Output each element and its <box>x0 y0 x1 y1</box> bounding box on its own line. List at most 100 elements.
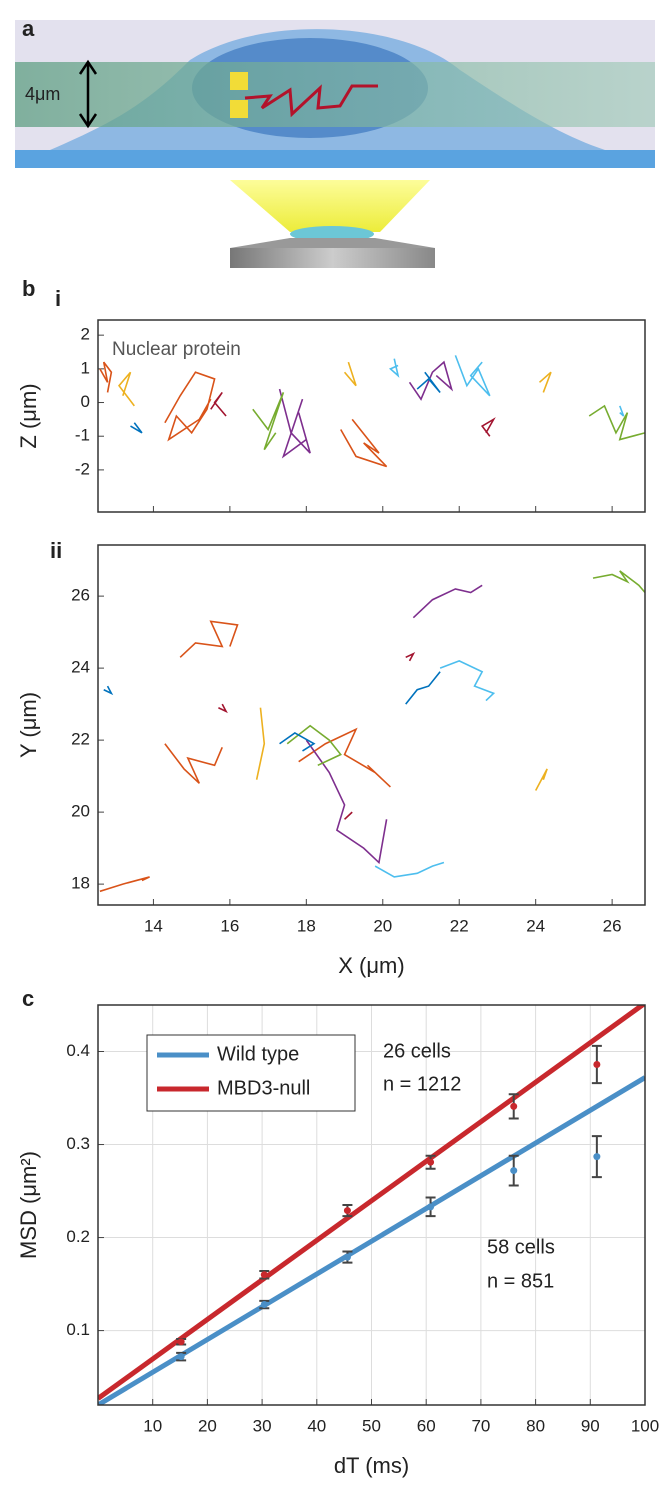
track <box>416 371 441 393</box>
plot-layer <box>99 570 645 893</box>
trajectory <box>244 84 378 118</box>
annotation: n = 1212 <box>383 1073 461 1095</box>
annotation: 26 cells <box>383 1040 451 1062</box>
track <box>298 727 391 788</box>
legend <box>146 1034 356 1112</box>
track <box>408 360 454 401</box>
track <box>480 417 496 437</box>
y-tick-label: 0 <box>81 392 90 411</box>
emitter <box>230 72 248 90</box>
y-tick-label: 0.1 <box>66 1320 90 1339</box>
y-tick-label: -1 <box>75 426 90 445</box>
data-point <box>177 1353 185 1361</box>
panel-label: c <box>22 986 34 1011</box>
track <box>340 418 388 468</box>
x-tick-label: 30 <box>253 1416 272 1435</box>
y-tick-label: 20 <box>71 802 90 821</box>
track <box>252 392 285 451</box>
plot-area <box>98 320 645 512</box>
track <box>454 355 491 397</box>
panel-label: b <box>22 276 35 301</box>
track <box>210 391 227 417</box>
panel-label: i <box>55 286 61 311</box>
x-tick-label: 26 <box>603 916 622 935</box>
panel-label: ii <box>50 538 62 563</box>
y-axis-label: Z (μm) <box>16 383 41 448</box>
y-axis-label: MSD (μm²) <box>16 1151 41 1259</box>
x-tick-label: 80 <box>526 1416 545 1435</box>
x-tick-label: 22 <box>450 916 469 935</box>
annotation: 58 cells <box>487 1236 555 1258</box>
annotation: n = 851 <box>487 1270 554 1292</box>
x-tick-label: 60 <box>417 1416 436 1435</box>
data-point <box>510 1167 518 1175</box>
plot-layer <box>99 355 645 468</box>
track <box>405 651 416 662</box>
track <box>179 620 239 658</box>
x-tick-label: 18 <box>297 916 316 935</box>
track <box>588 404 645 441</box>
track <box>103 685 114 696</box>
x-tick-label: 50 <box>362 1416 381 1435</box>
x-tick-label: 10 <box>143 1416 162 1435</box>
data-point <box>343 1207 351 1215</box>
track <box>164 371 216 442</box>
track <box>538 371 552 393</box>
track <box>255 707 266 780</box>
data-point <box>343 1253 351 1261</box>
data-point <box>260 1271 268 1279</box>
x-axis-label: dT (ms) <box>334 1453 409 1478</box>
track <box>388 358 400 378</box>
legend-label: Wild type <box>217 1043 299 1065</box>
track <box>278 388 311 459</box>
legend-label: MBD3-null <box>217 1077 310 1099</box>
y-tick-label: 26 <box>71 586 90 605</box>
track <box>592 570 645 594</box>
track <box>218 703 228 714</box>
scale-label: 4μm <box>25 84 60 104</box>
axes-frame <box>97 1004 646 1406</box>
x-tick-label: 16 <box>220 916 239 935</box>
track <box>343 361 357 387</box>
fit-line <box>98 1005 645 1401</box>
objective <box>230 248 435 268</box>
panel-label: a <box>22 16 35 41</box>
annotation: Nuclear protein <box>112 339 241 360</box>
track <box>619 405 625 417</box>
diagram: 4μm <box>15 20 655 268</box>
track <box>405 671 441 705</box>
x-tick-label: 14 <box>144 916 163 935</box>
data-point <box>260 1301 268 1309</box>
y-axis-label: Y (μm) <box>16 692 41 758</box>
plot-area <box>98 545 645 905</box>
data-point <box>593 1061 601 1069</box>
coverslip <box>15 150 655 168</box>
x-tick-label: 100 <box>631 1416 659 1435</box>
track <box>286 724 342 767</box>
track <box>439 660 496 702</box>
y-tick-label: 2 <box>81 325 90 344</box>
y-tick-label: 0.3 <box>66 1134 90 1153</box>
focal-band <box>15 62 655 127</box>
y-tick-label: 24 <box>71 658 90 677</box>
y-tick-label: -2 <box>75 459 90 478</box>
y-tick-label: 0.4 <box>66 1041 90 1060</box>
track <box>117 371 135 407</box>
track <box>279 731 316 752</box>
track <box>305 739 388 865</box>
plot-layer <box>98 1005 645 1405</box>
axes-frame <box>97 544 646 906</box>
y-tick-label: 22 <box>71 730 90 749</box>
axes-frame <box>97 319 646 513</box>
track <box>99 361 113 393</box>
track <box>412 584 483 619</box>
arrowheads <box>78 59 98 129</box>
x-tick-label: 90 <box>581 1416 600 1435</box>
y-tick-label: 1 <box>81 358 90 377</box>
data-point <box>427 1203 435 1211</box>
light-cone <box>230 180 430 232</box>
data-point <box>510 1102 518 1110</box>
x-tick-label: 70 <box>471 1416 490 1435</box>
track <box>130 422 143 434</box>
